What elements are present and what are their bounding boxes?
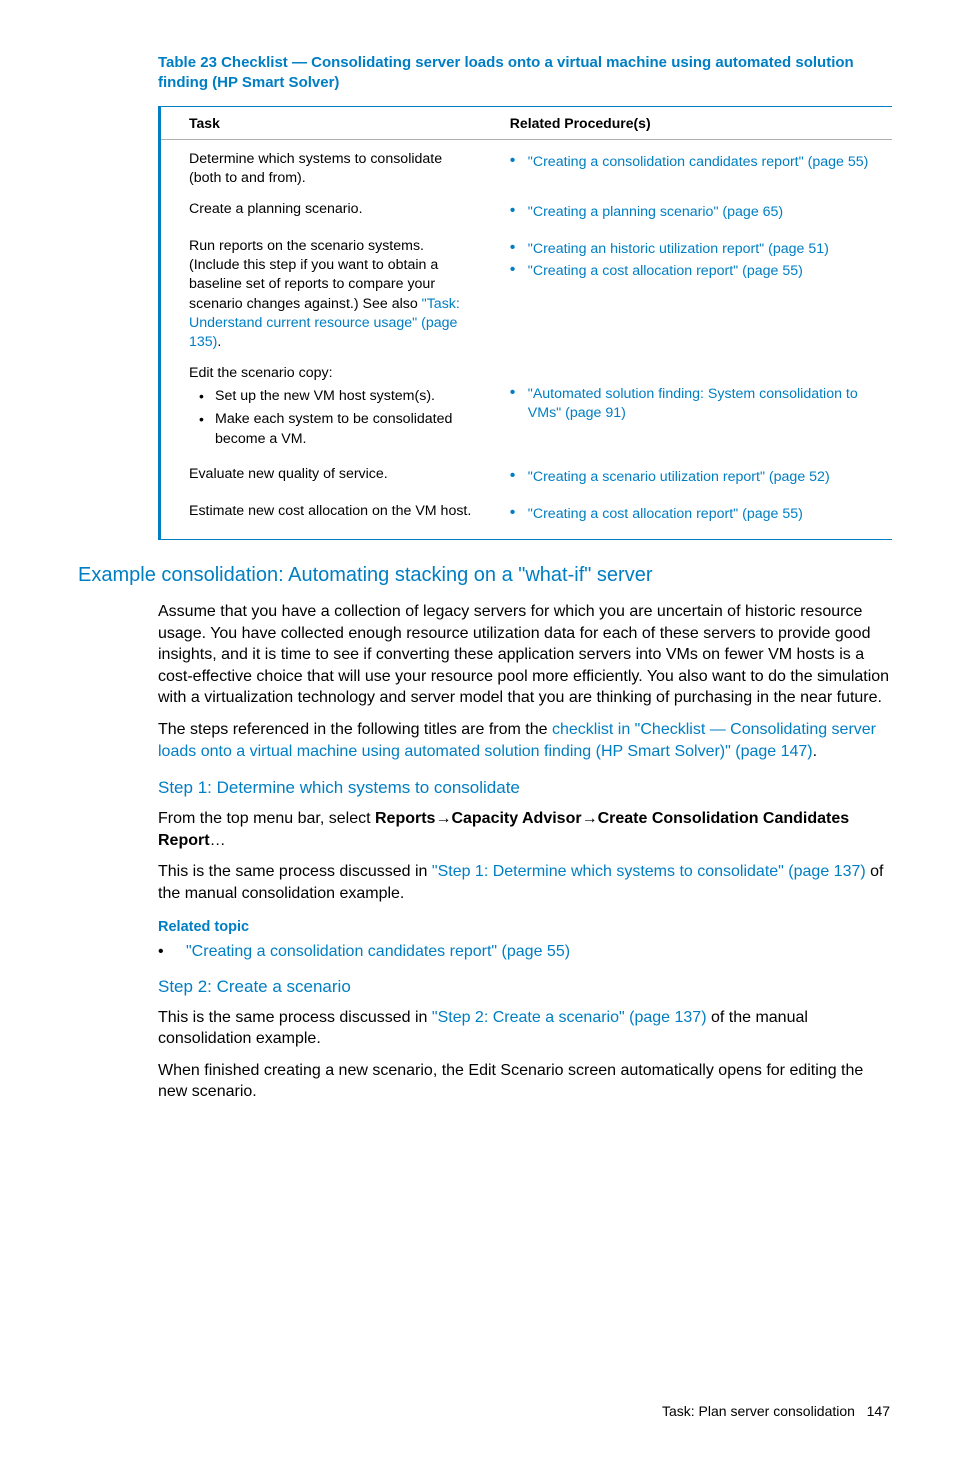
page: Table 23 Checklist — Consolidating serve… (0, 0, 954, 1459)
proc-cell: "Creating a scenario utilization report"… (482, 459, 892, 496)
body-paragraph: This is the same process discussed in "S… (158, 861, 890, 904)
body-paragraph: When finished creating a new scenario, t… (158, 1060, 890, 1103)
table-row: Run reports on the scenario systems. (In… (160, 231, 893, 358)
body-text: This is the same process discussed in (158, 1009, 432, 1026)
table-row: Determine which systems to consolidate (… (160, 139, 893, 194)
checklist-table: Task Related Procedure(s) Determine whic… (158, 106, 892, 541)
task-text: Run reports on the scenario systems. (In… (189, 238, 438, 312)
body-text: … (210, 832, 226, 849)
xref-link[interactable]: "Creating a planning scenario" (page 65) (528, 204, 783, 220)
task-cell: Estimate new cost allocation on the VM h… (160, 496, 482, 540)
proc-cell: "Creating a cost allocation report" (pag… (482, 496, 892, 540)
table-caption: Table 23 Checklist — Consolidating serve… (158, 53, 890, 94)
body-text: From the top menu bar, select (158, 810, 375, 827)
xref-link[interactable]: "Creating a scenario utilization report"… (528, 469, 830, 485)
task-cell: Evaluate new quality of service. (160, 459, 482, 496)
xref-link[interactable]: "Creating a cost allocation report" (pag… (528, 506, 803, 522)
task-cell: Create a planning scenario. (160, 194, 482, 231)
xref-link[interactable]: "Step 1: Determine which systems to cons… (432, 863, 866, 880)
step-heading: Step 1: Determine which systems to conso… (158, 778, 890, 798)
proc-cell: "Creating an historic utilization report… (482, 231, 892, 358)
body-text: The steps referenced in the following ti… (158, 721, 552, 738)
task-bullet: Make each system to be consolidated beco… (199, 410, 472, 448)
th-task: Task (160, 106, 482, 139)
proc-cell: "Creating a planning scenario" (page 65) (482, 194, 892, 231)
task-cell: Run reports on the scenario systems. (In… (160, 231, 482, 358)
body-text: This is the same process discussed in (158, 863, 432, 880)
th-procs: Related Procedure(s) (482, 106, 892, 139)
related-heading: Related topic (158, 919, 890, 935)
table-row: Edit the scenario copy: Set up the new V… (160, 358, 893, 459)
xref-link[interactable]: "Creating a consolidation candidates rep… (186, 943, 570, 960)
body-paragraph: From the top menu bar, select Reports→Ca… (158, 808, 890, 851)
proc-cell: "Automated solution finding: System cons… (482, 358, 892, 459)
task-bullet: Set up the new VM host system(s). (199, 387, 472, 406)
xref-link[interactable]: "Creating a consolidation candidates rep… (528, 154, 869, 170)
xref-link[interactable]: "Creating an historic utilization report… (528, 241, 829, 257)
body-paragraph: This is the same process discussed in "S… (158, 1007, 890, 1050)
table-row: Evaluate new quality of service. "Creati… (160, 459, 893, 496)
section-heading: Example consolidation: Automating stacki… (78, 564, 890, 587)
related-list: "Creating a consolidation candidates rep… (78, 943, 890, 961)
table-row: Create a planning scenario. "Creating a … (160, 194, 893, 231)
task-intro: Edit the scenario copy: (189, 364, 472, 383)
footer-label: Task: Plan server consolidation (662, 1403, 855, 1419)
xref-link[interactable]: "Creating a cost allocation report" (pag… (528, 263, 803, 279)
menu-path: Capacity Advisor (451, 810, 581, 827)
step-heading: Step 2: Create a scenario (158, 977, 890, 997)
menu-path: Reports (375, 810, 435, 827)
xref-link[interactable]: "Automated solution finding: System cons… (528, 386, 858, 421)
body-paragraph: Assume that you have a collection of leg… (158, 601, 890, 709)
body-text: . (813, 743, 817, 760)
task-cell: Edit the scenario copy: Set up the new V… (160, 358, 482, 459)
page-footer: Task: Plan server consolidation 147 (78, 1403, 890, 1419)
xref-link[interactable]: "Step 2: Create a scenario" (page 137) (432, 1009, 707, 1026)
proc-cell: "Creating a consolidation candidates rep… (482, 139, 892, 194)
table-row: Estimate new cost allocation on the VM h… (160, 496, 893, 540)
task-cell: Determine which systems to consolidate (… (160, 139, 482, 194)
task-text: . (217, 334, 221, 350)
body-paragraph: The steps referenced in the following ti… (158, 719, 890, 762)
footer-page-number: 147 (867, 1403, 890, 1419)
